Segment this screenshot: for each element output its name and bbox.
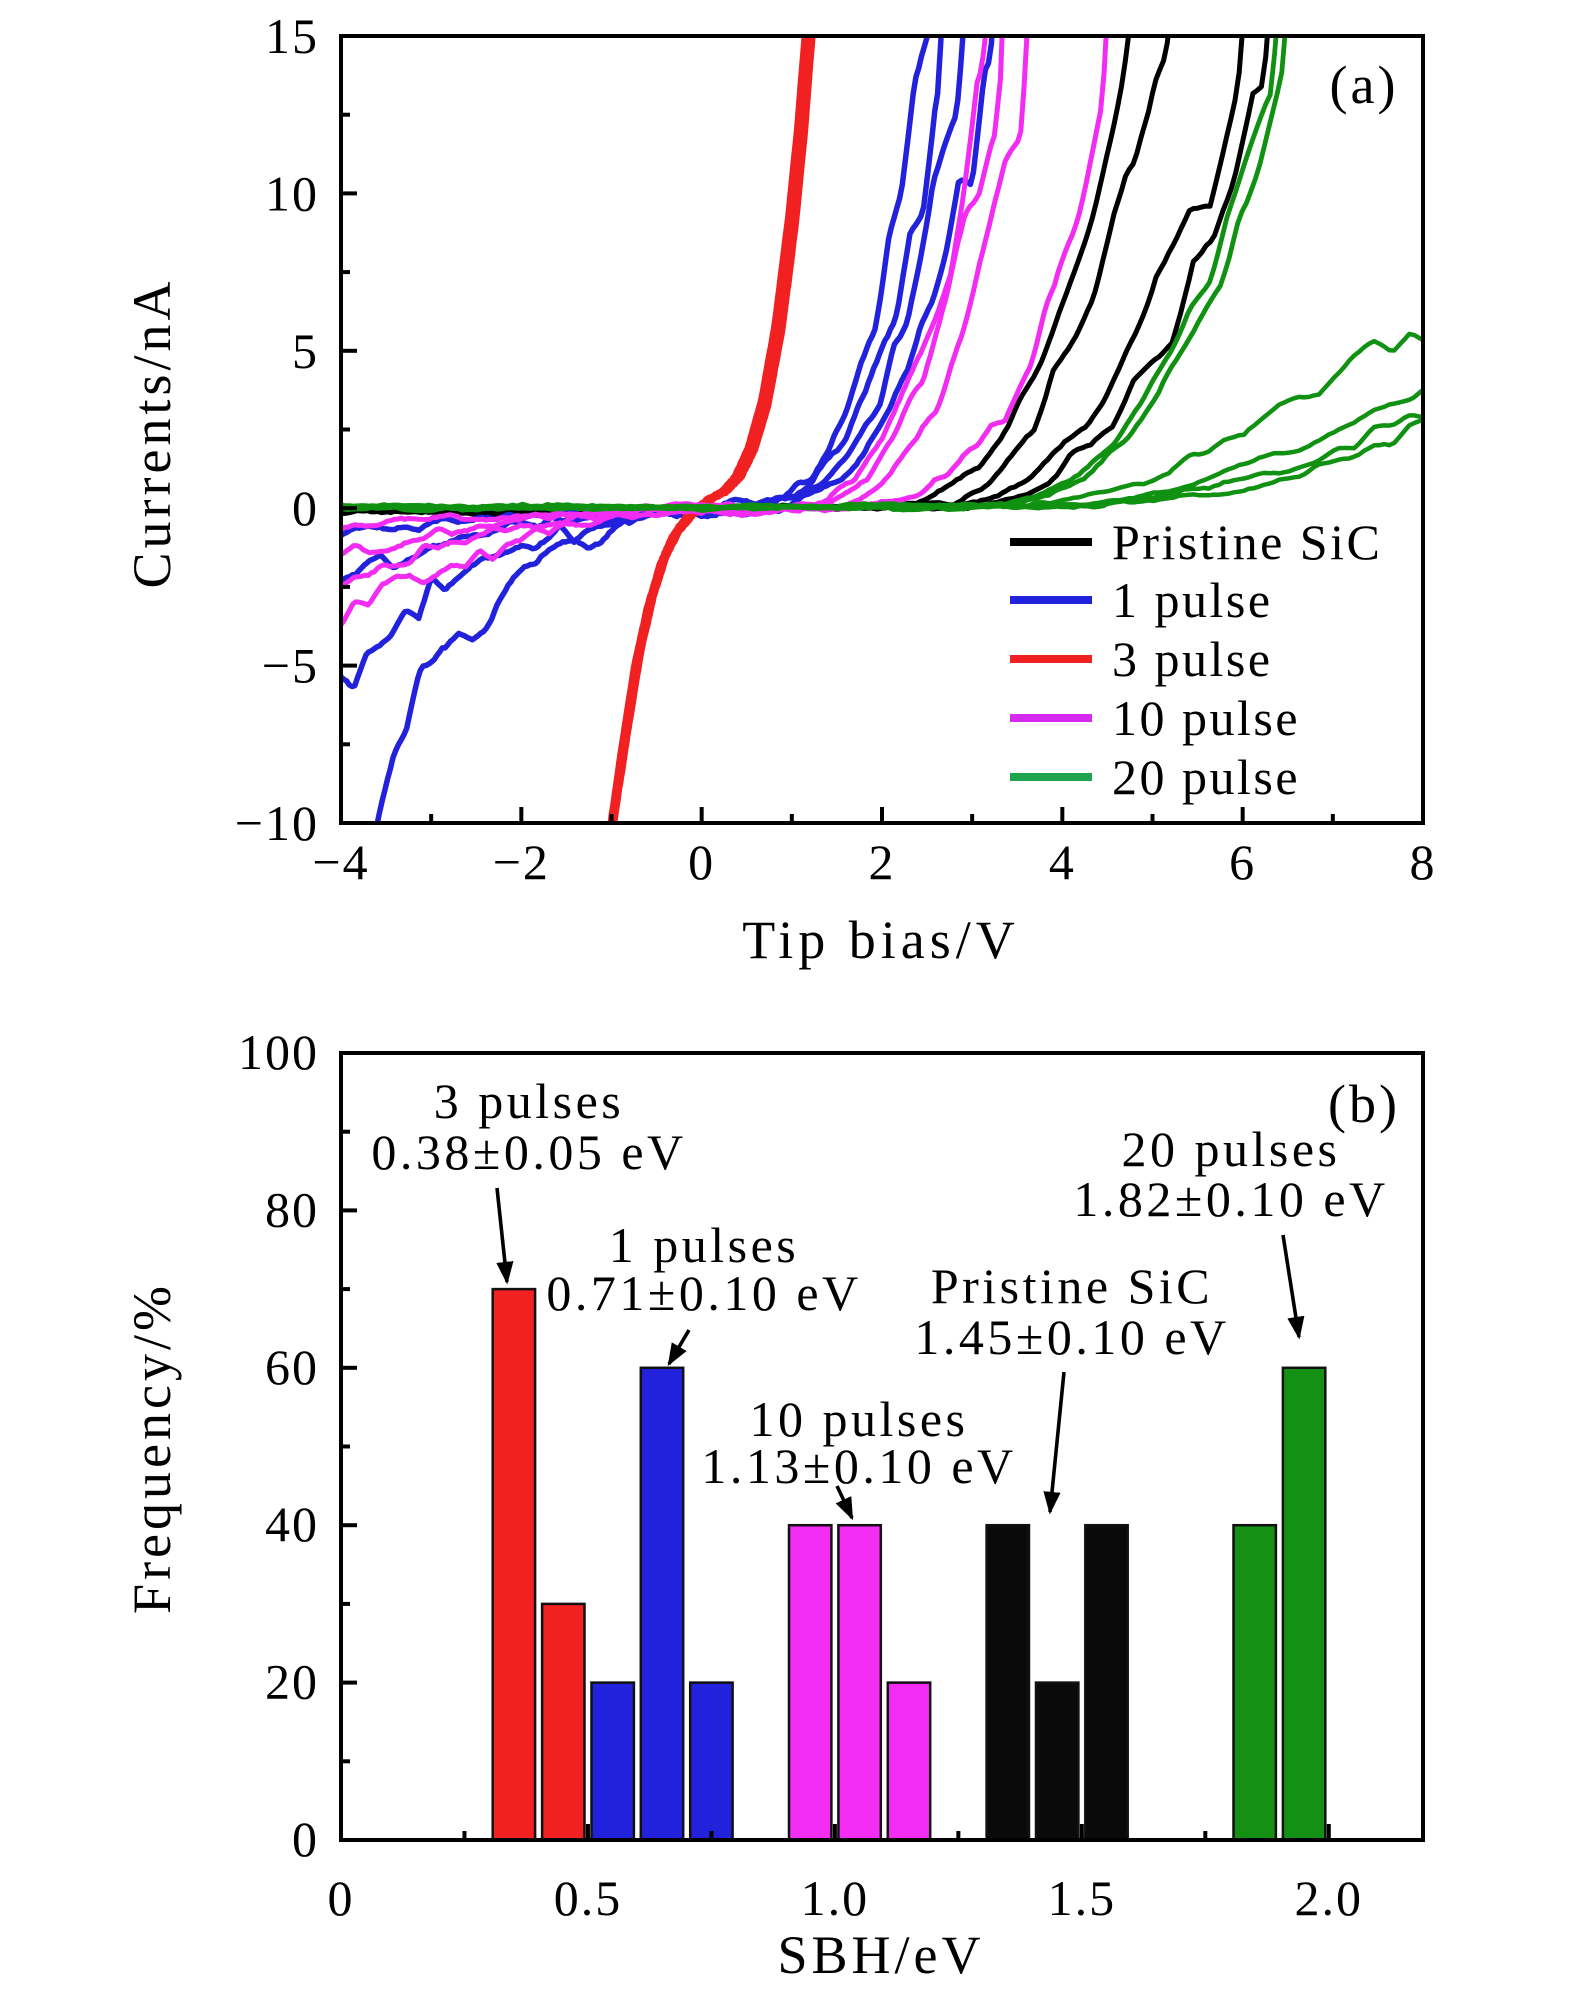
svg-text:20: 20 — [265, 1654, 319, 1710]
svg-text:0.71±0.10 eV: 0.71±0.10 eV — [546, 1265, 861, 1321]
svg-text:−2: −2 — [493, 834, 550, 890]
svg-text:80: 80 — [265, 1181, 319, 1237]
svg-text:−10: −10 — [235, 795, 319, 851]
svg-text:0: 0 — [328, 1870, 355, 1926]
svg-text:Currents/nA: Currents/nA — [122, 278, 182, 589]
svg-text:Pristine SiC: Pristine SiC — [931, 1258, 1213, 1314]
svg-text:1.0: 1.0 — [801, 1870, 870, 1926]
svg-text:8: 8 — [1410, 834, 1437, 890]
svg-text:0: 0 — [292, 1811, 319, 1867]
svg-text:1 pulse: 1 pulse — [1112, 572, 1273, 628]
svg-text:2.0: 2.0 — [1295, 1870, 1364, 1926]
svg-text:(a): (a) — [1330, 55, 1399, 115]
svg-text:10 pulses: 10 pulses — [750, 1391, 969, 1447]
svg-text:15: 15 — [265, 8, 319, 64]
svg-text:0.5: 0.5 — [554, 1870, 623, 1926]
svg-text:SBH/eV: SBH/eV — [777, 1925, 984, 1985]
svg-text:40: 40 — [265, 1496, 319, 1552]
svg-text:Frequency/%: Frequency/% — [122, 1282, 182, 1614]
svg-text:60: 60 — [265, 1339, 319, 1395]
svg-text:Pristine SiC: Pristine SiC — [1112, 514, 1382, 570]
svg-text:0.38±0.05 eV: 0.38±0.05 eV — [371, 1124, 686, 1180]
svg-text:−4: −4 — [312, 834, 369, 890]
svg-text:1 pulses: 1 pulses — [609, 1217, 800, 1273]
svg-text:1.45±0.10 eV: 1.45±0.10 eV — [914, 1309, 1229, 1365]
svg-text:6: 6 — [1229, 834, 1256, 890]
svg-text:0: 0 — [292, 480, 319, 536]
svg-text:20 pulses: 20 pulses — [1122, 1121, 1341, 1177]
svg-text:10 pulse: 10 pulse — [1112, 690, 1300, 746]
svg-text:10: 10 — [265, 165, 319, 221]
svg-text:2: 2 — [869, 834, 896, 890]
svg-text:3 pulses: 3 pulses — [434, 1073, 625, 1129]
svg-text:3 pulse: 3 pulse — [1112, 631, 1273, 687]
svg-text:100: 100 — [238, 1024, 319, 1080]
svg-text:Tip bias/V: Tip bias/V — [742, 910, 1020, 970]
svg-text:1.13±0.10 eV: 1.13±0.10 eV — [701, 1438, 1016, 1494]
svg-text:(b): (b) — [1328, 1074, 1400, 1134]
svg-text:1.5: 1.5 — [1048, 1870, 1117, 1926]
svg-text:1.82±0.10 eV: 1.82±0.10 eV — [1073, 1171, 1388, 1227]
svg-text:4: 4 — [1049, 834, 1076, 890]
svg-text:5: 5 — [292, 323, 319, 379]
svg-text:20 pulse: 20 pulse — [1112, 749, 1300, 805]
svg-text:0: 0 — [688, 834, 715, 890]
svg-text:−5: −5 — [262, 638, 319, 694]
